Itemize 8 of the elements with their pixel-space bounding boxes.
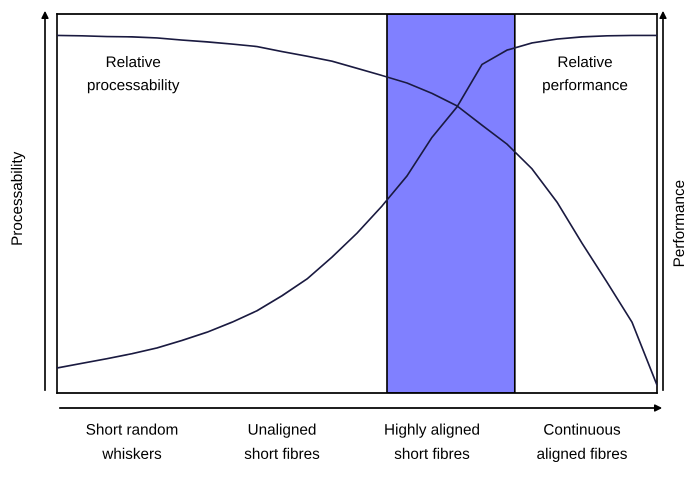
- annotation: Relative performance: [543, 56, 628, 94]
- y2-axis-title: Performance: [672, 180, 684, 266]
- x-tick-label: Highly aligned short fibres: [385, 424, 480, 459]
- y-axis-title: Processability: [10, 152, 26, 245]
- annotation: Relative processability: [88, 56, 180, 94]
- x-tick-label: Continuous aligned fibres: [537, 424, 627, 462]
- x-tick-label: Unaligned short fibres: [244, 424, 320, 459]
- x-tick-label: Short random whiskers: [86, 424, 178, 459]
